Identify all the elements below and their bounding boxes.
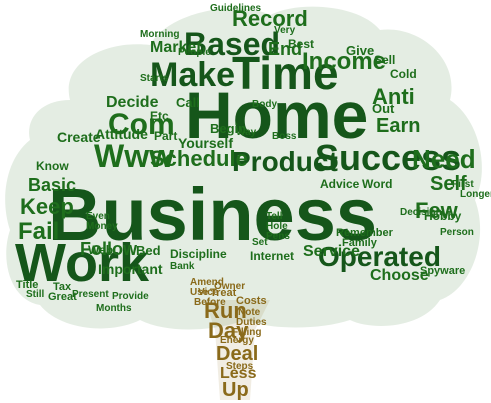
word-hole: Hole: [266, 221, 288, 232]
word-day: Day: [208, 318, 249, 343]
word-costs: Costs: [236, 295, 267, 307]
word-fail: Fail: [18, 218, 60, 245]
word-end: End: [268, 39, 302, 59]
word-longer: Longer: [460, 189, 491, 200]
word-morning: Morning: [140, 29, 180, 40]
word-way: Way: [236, 127, 257, 138]
word-title: Title: [16, 279, 39, 291]
word-spyware: Spyware: [420, 265, 466, 277]
word-vice: Vice: [198, 287, 219, 298]
word-schedule: Schedule: [150, 146, 248, 171]
word-bank: Bank: [170, 261, 195, 272]
word-follow: Follow: [80, 239, 137, 259]
word-operated: Operated: [318, 241, 441, 272]
word-keep: Keep: [20, 194, 74, 219]
word-anti: Anti: [372, 84, 415, 109]
tree-trunk-shape: [205, 300, 270, 400]
word-business: Business: [48, 173, 378, 256]
word-need: Need: [412, 144, 476, 174]
word-provide: Provide: [112, 291, 149, 302]
word-even: Even: [86, 211, 110, 222]
word-deal: Deal: [216, 343, 259, 365]
word-service: Service: [303, 243, 360, 260]
word-based: Based: [184, 26, 281, 62]
word-etc: Etc: [150, 109, 169, 123]
word-present: Present: [72, 289, 109, 300]
word-boss: Boss: [272, 131, 297, 142]
word-steps: Steps: [226, 361, 254, 372]
word-very: Very: [274, 25, 296, 36]
word-www: Www: [94, 138, 174, 174]
word-choose: Choose: [370, 267, 429, 284]
word-best: Best: [288, 37, 315, 51]
word-income: Income: [302, 48, 387, 75]
word-people: People: [178, 47, 211, 58]
word-set: Set: [252, 237, 268, 248]
word-remember: Remember: [336, 227, 393, 239]
word-product: Product: [232, 146, 338, 177]
word-months: Months: [96, 303, 132, 314]
word-tax: Tax: [53, 281, 72, 293]
word-decision: Decision: [400, 207, 442, 218]
word-yourself: Yourself: [178, 135, 233, 151]
word-energy: Energy: [220, 335, 254, 346]
word-bed: Bed: [136, 243, 161, 258]
word-self: Self: [430, 173, 467, 195]
word-owner: Owner: [214, 281, 246, 292]
word-attitude: Attitude: [95, 126, 148, 142]
word-market: Market: [150, 39, 202, 56]
word-less: Less: [220, 365, 257, 382]
word-note: Note: [238, 307, 261, 318]
tree-crown-shape: [5, 6, 482, 330]
word-duties: Duties: [236, 317, 267, 328]
word-out: Out: [372, 101, 395, 116]
word-call: Call: [176, 95, 200, 110]
word-know: Know: [36, 159, 69, 173]
word-treat: Treat: [210, 287, 237, 299]
word-still: Still: [26, 289, 45, 300]
word-amend: Amend: [190, 277, 224, 288]
word-guidelines: Guidelines: [210, 3, 262, 14]
word-work: Work: [15, 233, 150, 293]
word-advice: Advice: [320, 177, 360, 191]
word-begin: Begin: [210, 121, 247, 136]
word-person: Person: [440, 227, 474, 238]
word-discipline: Discipline: [170, 247, 227, 261]
word-create: Create: [57, 129, 101, 145]
word-word: Word: [362, 177, 393, 191]
word-up: Up: [222, 379, 249, 401]
word-filling: Filling: [232, 327, 262, 338]
word-basic: Basic: [28, 175, 77, 195]
word-first: First: [452, 179, 474, 190]
word-few: Few: [415, 198, 458, 223]
word-sell: Sell: [374, 53, 396, 67]
word-web: Web: [88, 243, 114, 257]
word-time: Time: [232, 47, 339, 99]
word-com: Com: [108, 108, 175, 141]
word-internet: Internet: [250, 249, 295, 263]
word-make: Make: [150, 56, 236, 94]
word-earn: Earn: [376, 115, 421, 137]
word-tell: Tell: [266, 211, 283, 222]
word-record: Record: [232, 6, 308, 31]
word-great: Great: [48, 291, 77, 303]
word-important: Important: [98, 261, 163, 277]
word-use: Use: [190, 287, 209, 298]
word-before: Before: [194, 297, 226, 308]
word-family: Family: [342, 237, 377, 249]
word-home: Home: [185, 78, 369, 152]
word-hobby: Hobby: [424, 209, 462, 223]
word-run: Run: [204, 298, 247, 323]
word-cold: Cold: [390, 67, 417, 81]
word-starts: Starts: [140, 73, 169, 84]
word-part: Part: [154, 129, 178, 143]
word-money: Money: [86, 221, 118, 232]
word-give: Give: [346, 43, 375, 58]
word-pens: Pens: [266, 231, 290, 242]
word-decide: Decide: [106, 94, 159, 111]
word-success: Success: [315, 137, 462, 178]
word-body: Body: [252, 99, 277, 110]
